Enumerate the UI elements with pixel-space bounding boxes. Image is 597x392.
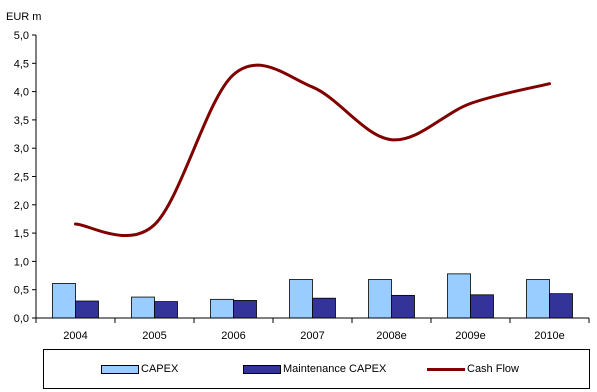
legend-label-cash-flow: Cash Flow xyxy=(467,363,519,375)
bar-capex xyxy=(289,279,313,319)
legend-swatch-capex xyxy=(101,364,139,374)
bar-capex xyxy=(368,279,392,319)
legend-item-maintenance-capex: Maintenance CAPEX xyxy=(243,350,386,388)
bar-capex xyxy=(526,279,550,319)
y-tick-label: 2,5 xyxy=(14,172,29,184)
bar-capex xyxy=(131,296,155,319)
y-tick-label: 5,0 xyxy=(14,30,29,42)
y-tick-label: 4,5 xyxy=(14,58,29,70)
x-axis: 2004 2005 2006 2007 2008e 2009e 2010e xyxy=(35,318,590,342)
x-tick-label: 2008e xyxy=(376,330,407,342)
y-tick-label: 0,0 xyxy=(14,313,29,325)
legend-label-capex: CAPEX xyxy=(141,363,179,375)
bar-maintenance-capex xyxy=(312,297,336,319)
y-tick-label: 2,0 xyxy=(14,200,29,212)
y-axis: 0,0 0,5 1,0 1,5 2,0 2,5 3,0 3,5 4,0 4,5 5,0 xyxy=(14,30,36,325)
legend-item-cash-flow: Cash Flow xyxy=(427,350,519,388)
y-axis-label: EUR m xyxy=(6,11,41,23)
legend-swatch-maintenance-capex xyxy=(243,364,281,374)
cash-flow-line xyxy=(74,63,551,237)
x-tick-label: 2007 xyxy=(300,330,324,342)
bar-series xyxy=(52,273,573,319)
x-tick-label: 2010e xyxy=(534,330,565,342)
y-tick-label: 3,0 xyxy=(14,143,29,155)
bar-maintenance-capex xyxy=(549,293,573,319)
bar-capex xyxy=(447,273,471,319)
bar-maintenance-capex xyxy=(75,300,99,319)
bar-capex xyxy=(52,283,76,319)
bar-maintenance-capex xyxy=(391,294,415,319)
legend-label-maintenance-capex: Maintenance CAPEX xyxy=(283,363,387,375)
legend: CAPEX Maintenance CAPEX Cash Flow xyxy=(43,349,590,389)
x-tick-label: 2009e xyxy=(455,330,486,342)
y-tick-label: 4,0 xyxy=(14,87,29,99)
x-tick-label: 2006 xyxy=(221,330,245,342)
chart: EUR m 0,00,51,01,52,02,53,03,54,04,55,0 … xyxy=(6,11,590,342)
y-tick-label: 1,0 xyxy=(14,256,29,268)
legend-swatch-cash-flow xyxy=(427,367,465,371)
y-tick-label: 1,5 xyxy=(14,228,29,240)
x-tick-label: 2005 xyxy=(142,330,166,342)
y-tick-label: 3,5 xyxy=(14,115,29,127)
bar-maintenance-capex xyxy=(233,300,257,319)
legend-item-capex: CAPEX xyxy=(101,350,178,388)
bar-maintenance-capex xyxy=(470,294,494,319)
x-tick-label: 2004 xyxy=(63,330,87,342)
bar-capex xyxy=(210,298,234,319)
y-tick-label: 0,5 xyxy=(14,285,29,297)
bar-maintenance-capex xyxy=(154,301,178,319)
